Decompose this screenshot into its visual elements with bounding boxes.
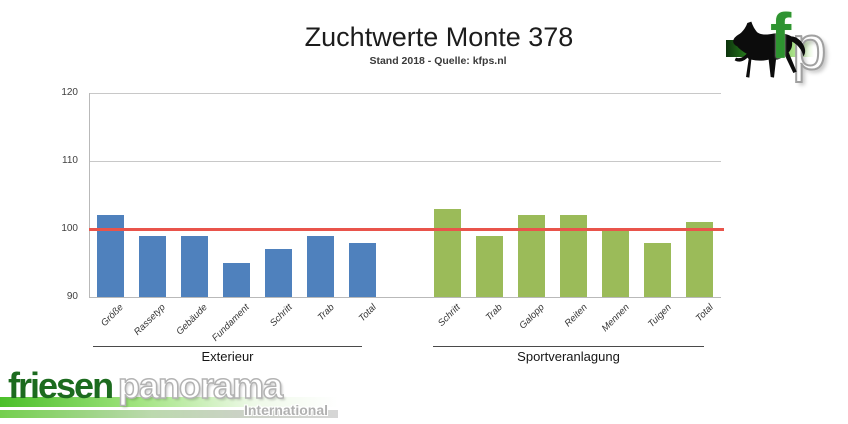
y-axis-label: 100: [61, 223, 78, 234]
group-label: Sportveranlagung: [517, 349, 620, 364]
bar: [265, 249, 293, 297]
bar: [222, 263, 250, 297]
reference-line: [89, 227, 724, 231]
y-axis-label: 110: [62, 155, 78, 166]
bar: [349, 242, 377, 297]
bar: [307, 235, 335, 297]
bar: [138, 235, 166, 297]
group-label: Exterieur: [201, 349, 254, 364]
y-axis-label: 90: [66, 291, 78, 302]
logo-letter-p: p: [791, 14, 828, 83]
y-axis-line: [89, 93, 90, 297]
logo-letter-f: f: [770, 0, 792, 72]
logo-word-panorama: panorama: [117, 365, 284, 407]
horse-icon: [733, 21, 806, 78]
group-bracket-line: [433, 346, 704, 347]
logo-stripe-top: [0, 397, 338, 407]
bar: [644, 242, 672, 297]
logo-word-friesen: friesen: [8, 365, 114, 406]
bar: [475, 235, 503, 297]
logo-word-international: International: [243, 402, 328, 418]
kfp-logo: p f: [726, 0, 846, 92]
logo-stripe-bottom: [0, 410, 338, 418]
friesenpanorama-logo: friesen panorama International: [0, 365, 340, 424]
bar: [686, 222, 714, 297]
bar: [433, 208, 461, 297]
gridline: [89, 161, 721, 162]
bar: [602, 229, 630, 297]
y-axis-label: 120: [61, 87, 78, 98]
x-axis-line: [89, 297, 721, 298]
gridline: [89, 93, 721, 94]
chart-title: Zuchtwerte Monte 378: [304, 22, 574, 52]
group-bracket-line: [93, 346, 362, 347]
bar: [180, 235, 208, 297]
chart-subtitle: Stand 2018 - Quelle: kfps.nl: [369, 55, 507, 67]
